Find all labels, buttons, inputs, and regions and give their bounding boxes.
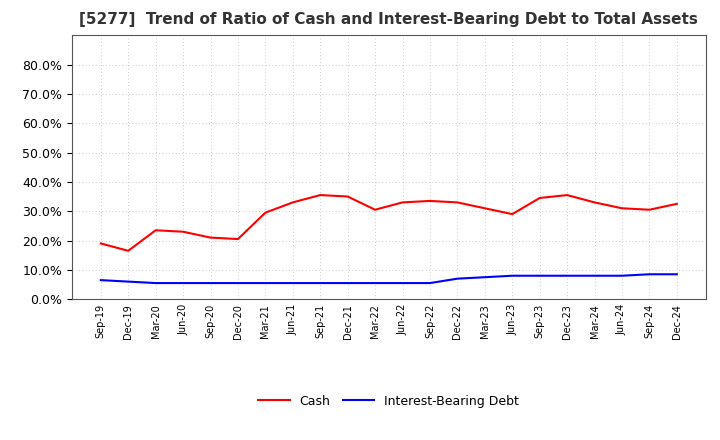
Interest-Bearing Debt — [316, 280, 325, 286]
Cash — [261, 210, 270, 215]
Interest-Bearing Debt — [151, 280, 160, 286]
Cash — [233, 236, 242, 242]
Interest-Bearing Debt — [124, 279, 132, 284]
Interest-Bearing Debt — [508, 273, 516, 279]
Line: Interest-Bearing Debt: Interest-Bearing Debt — [101, 274, 677, 283]
Cash — [563, 192, 572, 198]
Cash — [480, 205, 489, 211]
Cash — [371, 207, 379, 213]
Cash — [453, 200, 462, 205]
Interest-Bearing Debt — [563, 273, 572, 279]
Interest-Bearing Debt — [453, 276, 462, 281]
Cash — [590, 200, 599, 205]
Interest-Bearing Debt — [206, 280, 215, 286]
Cash — [179, 229, 187, 235]
Interest-Bearing Debt — [590, 273, 599, 279]
Cash — [343, 194, 352, 199]
Cash — [289, 200, 297, 205]
Cash — [316, 192, 325, 198]
Interest-Bearing Debt — [289, 280, 297, 286]
Cash — [645, 207, 654, 213]
Interest-Bearing Debt — [426, 280, 434, 286]
Cash — [151, 227, 160, 233]
Title: [5277]  Trend of Ratio of Cash and Interest-Bearing Debt to Total Assets: [5277] Trend of Ratio of Cash and Intere… — [79, 12, 698, 27]
Interest-Bearing Debt — [261, 280, 270, 286]
Cash — [508, 212, 516, 217]
Cash — [206, 235, 215, 240]
Line: Cash: Cash — [101, 195, 677, 251]
Cash — [536, 195, 544, 201]
Interest-Bearing Debt — [343, 280, 352, 286]
Interest-Bearing Debt — [645, 271, 654, 277]
Interest-Bearing Debt — [398, 280, 407, 286]
Cash — [672, 201, 681, 206]
Interest-Bearing Debt — [672, 271, 681, 277]
Cash — [426, 198, 434, 204]
Cash — [124, 248, 132, 253]
Interest-Bearing Debt — [480, 275, 489, 280]
Interest-Bearing Debt — [536, 273, 544, 279]
Legend: Cash, Interest-Bearing Debt: Cash, Interest-Bearing Debt — [253, 390, 524, 413]
Interest-Bearing Debt — [96, 278, 105, 283]
Cash — [96, 241, 105, 246]
Interest-Bearing Debt — [618, 273, 626, 279]
Interest-Bearing Debt — [371, 280, 379, 286]
Interest-Bearing Debt — [179, 280, 187, 286]
Cash — [398, 200, 407, 205]
Cash — [618, 205, 626, 211]
Interest-Bearing Debt — [233, 280, 242, 286]
